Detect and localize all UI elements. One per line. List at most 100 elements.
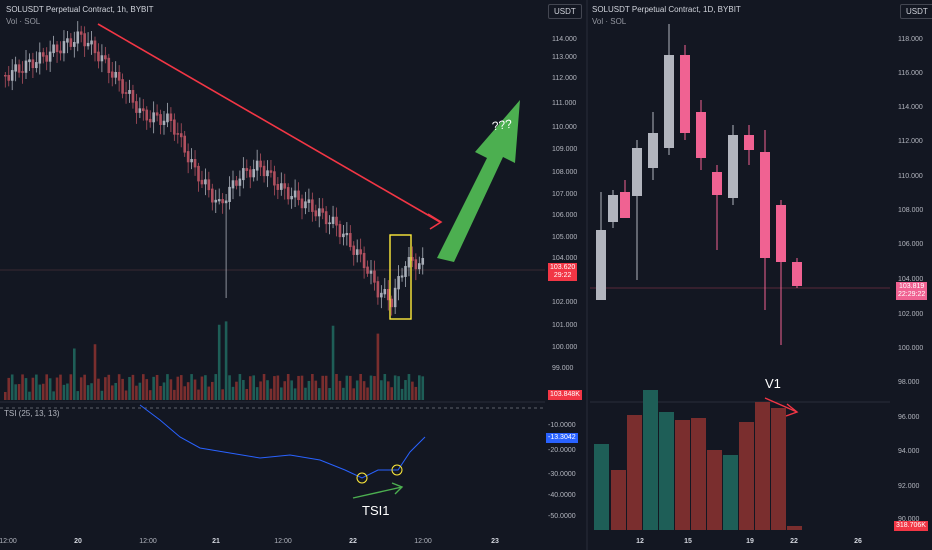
left-candle-8: [31, 59, 35, 69]
left-candle-7: [28, 59, 31, 63]
tsi-y-tick-0: -10.0000: [548, 422, 576, 429]
left-x-tick-7: 23: [491, 538, 499, 545]
left-candle-9: [35, 62, 38, 69]
right-candle-12: [776, 205, 786, 262]
left-candle-103: [359, 249, 362, 255]
left-y-tick-8: 106.000: [552, 212, 578, 219]
tsi-line: [139, 404, 426, 479]
left-volume-bar-39: [138, 382, 142, 400]
left-volume-bar-117: [407, 374, 411, 400]
right-y-tick-13: 92.000: [898, 483, 920, 490]
left-volume-bar-85: [297, 375, 300, 400]
left-candle-39: [138, 108, 142, 113]
left-volume-bar-120: [418, 375, 421, 400]
left-candle-18: [66, 38, 69, 43]
right-currency-button[interactable]: USDT: [900, 4, 932, 19]
left-volume-bar-24: [86, 385, 90, 400]
left-volume-bar-73: [255, 387, 259, 400]
left-volume-bar-5: [21, 374, 24, 400]
right-y-tick-2: 114.000: [898, 104, 923, 111]
left-candle-120: [418, 263, 421, 270]
left-volume-bar-2: [10, 374, 14, 400]
left-x-tick-3: 21: [212, 538, 220, 545]
left-volume-bar-49: [173, 389, 176, 400]
downtrend-arrowhead: [427, 213, 443, 230]
left-candle-63: [221, 199, 224, 204]
left-candle-110: [383, 289, 387, 295]
left-volume-bar-43: [152, 376, 155, 400]
left-currency-button[interactable]: USDT: [548, 4, 582, 19]
left-volume-bar-107: [373, 376, 376, 400]
left-volume-bar-63: [221, 389, 224, 400]
left-candle-29: [104, 55, 107, 60]
left-volume-bar-90: [314, 380, 318, 400]
left-candle-17: [62, 41, 66, 54]
left-volume-bar-71: [248, 376, 252, 400]
right-candle-10: [744, 135, 754, 150]
left-volume-bar-48: [169, 379, 173, 400]
left-candle-57: [200, 179, 204, 185]
right-vol-label: Vol · SOL: [592, 17, 627, 26]
left-candle-2: [10, 70, 14, 81]
left-candle-43: [152, 112, 155, 123]
left-candle-97: [338, 224, 342, 238]
left-candle-34: [121, 79, 124, 94]
left-candle-99: [345, 233, 349, 236]
v1-annotation: V1: [765, 376, 781, 391]
left-volume-bar-3: [14, 384, 17, 400]
left-volume-bar-32: [114, 382, 117, 400]
left-volume-bar-7: [28, 391, 31, 400]
left-volume-bar-12: [45, 374, 48, 400]
left-candle-1: [7, 75, 11, 81]
left-volume-bar-76: [266, 380, 269, 400]
left-volume-tag: 103.848K: [548, 390, 582, 400]
tsi-low-marker-2: [391, 464, 403, 476]
left-candle-61: [214, 199, 218, 203]
left-candle-6: [24, 60, 28, 73]
tsi-divergence-arrow: [352, 486, 403, 499]
left-volume-bar-64: [224, 321, 228, 400]
left-candle-58: [204, 179, 207, 185]
right-y-tick-3: 112.000: [898, 138, 923, 145]
left-volume-bar-101: [352, 388, 356, 400]
left-candle-51: [179, 133, 183, 138]
tsi-indicator-label[interactable]: TSI (25, 13, 13): [4, 409, 60, 418]
left-candle-75: [262, 165, 266, 177]
left-candle-68: [238, 178, 242, 186]
left-y-tick-1: 113.000: [552, 54, 577, 61]
left-candle-119: [414, 259, 418, 270]
left-volume-bar-78: [273, 376, 276, 400]
tsi-low-marker-1: [356, 472, 368, 484]
left-volume-bar-121: [421, 376, 425, 400]
left-volume-bar-4: [17, 384, 21, 400]
left-volume-bar-53: [186, 382, 190, 400]
left-volume-bar-99: [345, 375, 349, 400]
left-volume-bar-55: [193, 379, 197, 400]
left-volume-bar-34: [121, 378, 124, 400]
left-volume-bar-33: [117, 374, 121, 400]
right-volume-bar-8: [723, 455, 738, 530]
highlight-box: [389, 234, 412, 320]
left-candle-78: [273, 171, 276, 186]
left-candle-10: [38, 52, 42, 64]
left-candle-70: [245, 168, 249, 171]
left-y-tick-13: 100.000: [552, 344, 578, 351]
tsi1-annotation: TSI1: [362, 503, 390, 518]
left-candle-81: [283, 183, 287, 189]
left-volume-bar-108: [376, 333, 380, 400]
right-candle-9: [728, 135, 738, 198]
left-volume-bar-44: [155, 374, 159, 400]
left-volume-bar-104: [362, 381, 366, 400]
left-candle-95: [331, 216, 335, 224]
right-candle-4: [648, 133, 658, 168]
left-volume-bar-115: [400, 388, 404, 400]
left-candle-90: [314, 210, 318, 217]
right-y-tick-12: 94.000: [898, 448, 920, 455]
left-candle-45: [159, 114, 162, 125]
tsi-value-tag: -13.3042: [546, 433, 578, 443]
right-candle-3: [632, 148, 642, 196]
left-y-tick-5: 109.000: [552, 146, 578, 153]
left-candle-5: [21, 71, 24, 73]
left-candle-107: [373, 270, 376, 283]
